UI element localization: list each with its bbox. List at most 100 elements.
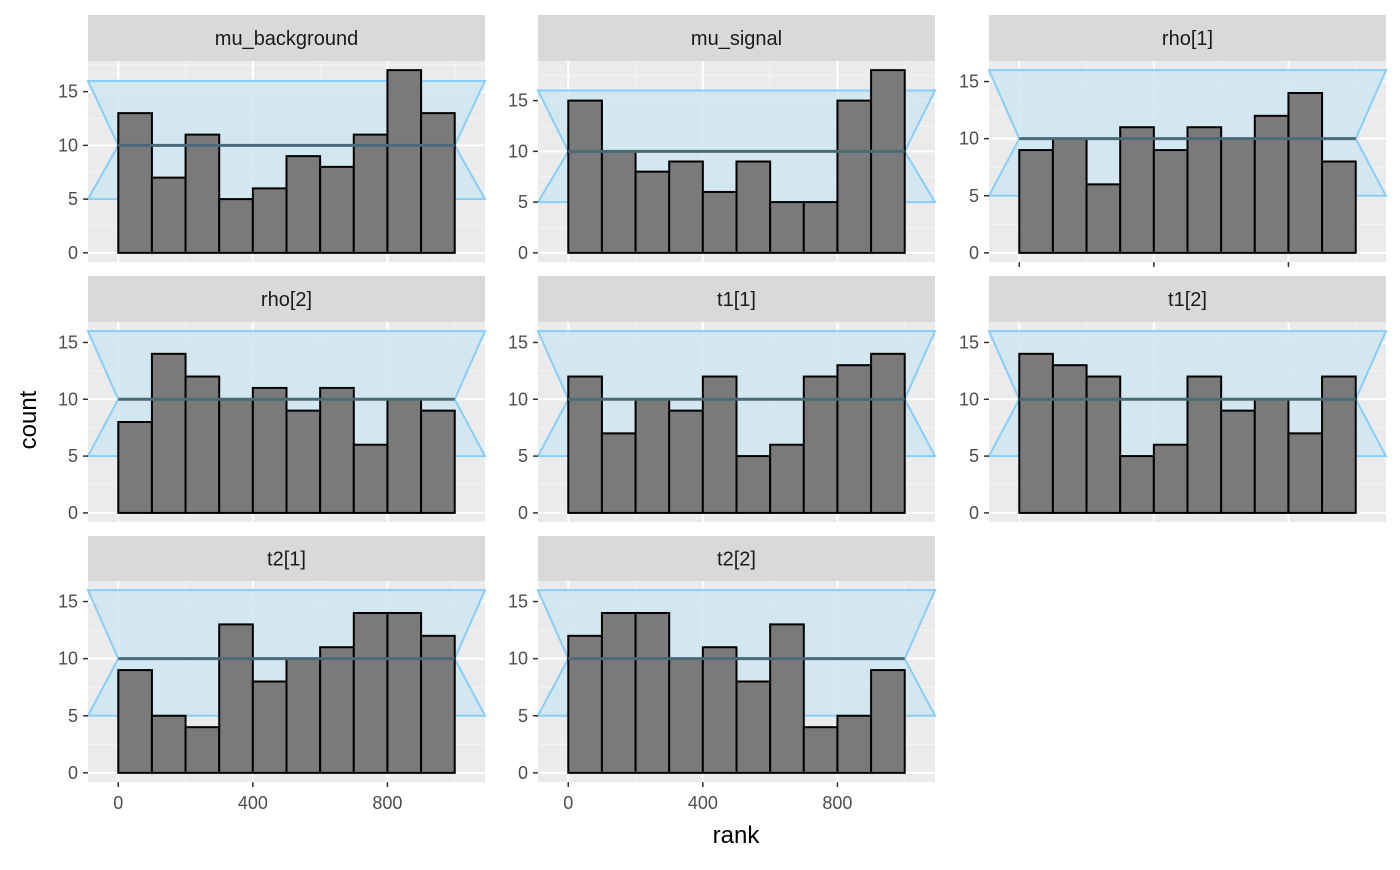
histogram-bar <box>735 680 772 774</box>
histogram-bar <box>285 657 322 774</box>
histogram-bar <box>251 680 288 774</box>
y-tick-label: 15 <box>959 332 979 352</box>
histogram-bar <box>802 201 839 254</box>
y-tick-label: 15 <box>58 82 78 102</box>
histogram-bar <box>1119 126 1155 254</box>
histogram-bar <box>701 646 738 774</box>
histogram-bar <box>1220 137 1256 254</box>
y-tick-label: 10 <box>959 129 979 149</box>
facet-title: rho[2] <box>261 289 312 311</box>
panel-mu_signal: mu_signal 0 5 10 15 <box>508 15 937 263</box>
histogram-bar <box>567 634 603 774</box>
histogram-bar <box>1253 398 1290 514</box>
histogram-bar <box>386 69 423 254</box>
y-tick-label: 0 <box>518 763 528 783</box>
histogram-bar <box>870 69 906 254</box>
facet-title: t1[2] <box>1168 289 1207 311</box>
y-tick-label: 0 <box>969 243 979 263</box>
histogram-bar <box>184 133 221 254</box>
y-tick-label: 5 <box>68 446 78 466</box>
histogram-bar <box>420 112 456 254</box>
histogram-bar <box>701 190 738 254</box>
histogram-bar <box>319 646 355 774</box>
y-tick-label: 5 <box>518 446 528 466</box>
histogram-bar <box>836 99 873 254</box>
facet-title: t2[1] <box>267 549 306 571</box>
y-tick-label: 10 <box>508 389 528 409</box>
facet-title: t1[1] <box>717 289 756 311</box>
y-tick-label: 15 <box>959 72 979 92</box>
histogram-bar <box>319 165 355 254</box>
y-tick-label: 5 <box>518 192 528 212</box>
histogram-bar <box>769 443 805 514</box>
y-tick-label: 0 <box>969 503 979 523</box>
histogram-bar <box>218 398 254 514</box>
histogram-bar <box>1186 375 1223 514</box>
histogram-bar <box>150 176 187 254</box>
histogram-bar <box>150 352 187 514</box>
histogram-bar <box>218 198 254 254</box>
histogram-bar <box>1018 352 1054 514</box>
histogram-bar <box>600 432 637 514</box>
panel-rho[2]: rho[2] 0 5 10 15 <box>58 276 487 523</box>
histogram-bar <box>1287 91 1324 254</box>
y-tick-label: 10 <box>58 135 78 155</box>
panel-t2[2]: t2[2] 0 5 10 15 0 400 800 <box>508 536 937 813</box>
histogram-bar <box>769 623 805 774</box>
y-tick-label: 15 <box>508 592 528 612</box>
histogram-bar <box>386 611 423 774</box>
panel-t1[2]: t1[2] 0 5 10 15 <box>959 276 1388 523</box>
histogram-bar <box>352 443 389 514</box>
histogram-bar <box>1085 183 1122 254</box>
histogram-bar <box>668 160 704 254</box>
histogram-bar <box>634 611 671 774</box>
histogram-bar <box>319 386 355 514</box>
panel-t1[1]: t1[1] 0 5 10 15 <box>508 276 937 523</box>
y-axis-title: count <box>15 390 42 449</box>
histogram-bar <box>1152 149 1189 254</box>
histogram-bar <box>150 714 187 774</box>
y-tick-label: 15 <box>508 91 528 111</box>
histogram-bar <box>1321 375 1357 514</box>
histogram-bar <box>701 375 738 514</box>
facet-title: mu_signal <box>691 28 782 50</box>
histogram-bar <box>1051 364 1088 514</box>
histogram-bar <box>184 375 221 514</box>
histogram-bar <box>184 726 221 774</box>
y-tick-label: 0 <box>68 243 78 263</box>
panel-t2[1]: t2[1] 0 5 10 15 0 400 800 <box>58 536 487 813</box>
x-tick-label: 800 <box>822 793 852 813</box>
histogram-bar <box>802 726 839 774</box>
x-tick-label: 800 <box>372 793 402 813</box>
y-tick-label: 5 <box>518 706 528 726</box>
x-tick-label: 0 <box>113 793 123 813</box>
y-tick-label: 10 <box>508 141 528 161</box>
facet-title: t2[2] <box>717 549 756 571</box>
y-tick-label: 0 <box>518 503 528 523</box>
y-tick-label: 10 <box>58 389 78 409</box>
histogram-bar <box>870 352 906 514</box>
histogram-bar <box>1018 149 1054 254</box>
histogram-bar <box>251 187 288 254</box>
y-tick-label: 10 <box>508 649 528 669</box>
facet-strip <box>989 276 1386 322</box>
histogram-bar <box>1253 114 1290 254</box>
histogram-bar <box>735 160 772 254</box>
x-tick-label: 400 <box>238 793 268 813</box>
histogram-bar <box>836 364 873 514</box>
y-tick-label: 5 <box>969 186 979 206</box>
histogram-bar <box>1085 375 1122 514</box>
histogram-bar <box>1152 443 1189 514</box>
facet-title: mu_background <box>215 28 358 50</box>
histogram-bar <box>285 155 322 254</box>
histogram-bar <box>251 386 288 514</box>
histogram-bar <box>634 398 671 514</box>
y-tick-label: 15 <box>58 332 78 352</box>
histogram-bar <box>1287 432 1324 514</box>
histogram-bar <box>117 669 153 774</box>
histogram-bar <box>218 623 254 774</box>
histogram-bar <box>352 133 389 254</box>
histogram-bar <box>668 409 704 514</box>
histogram-bar <box>1321 160 1357 254</box>
